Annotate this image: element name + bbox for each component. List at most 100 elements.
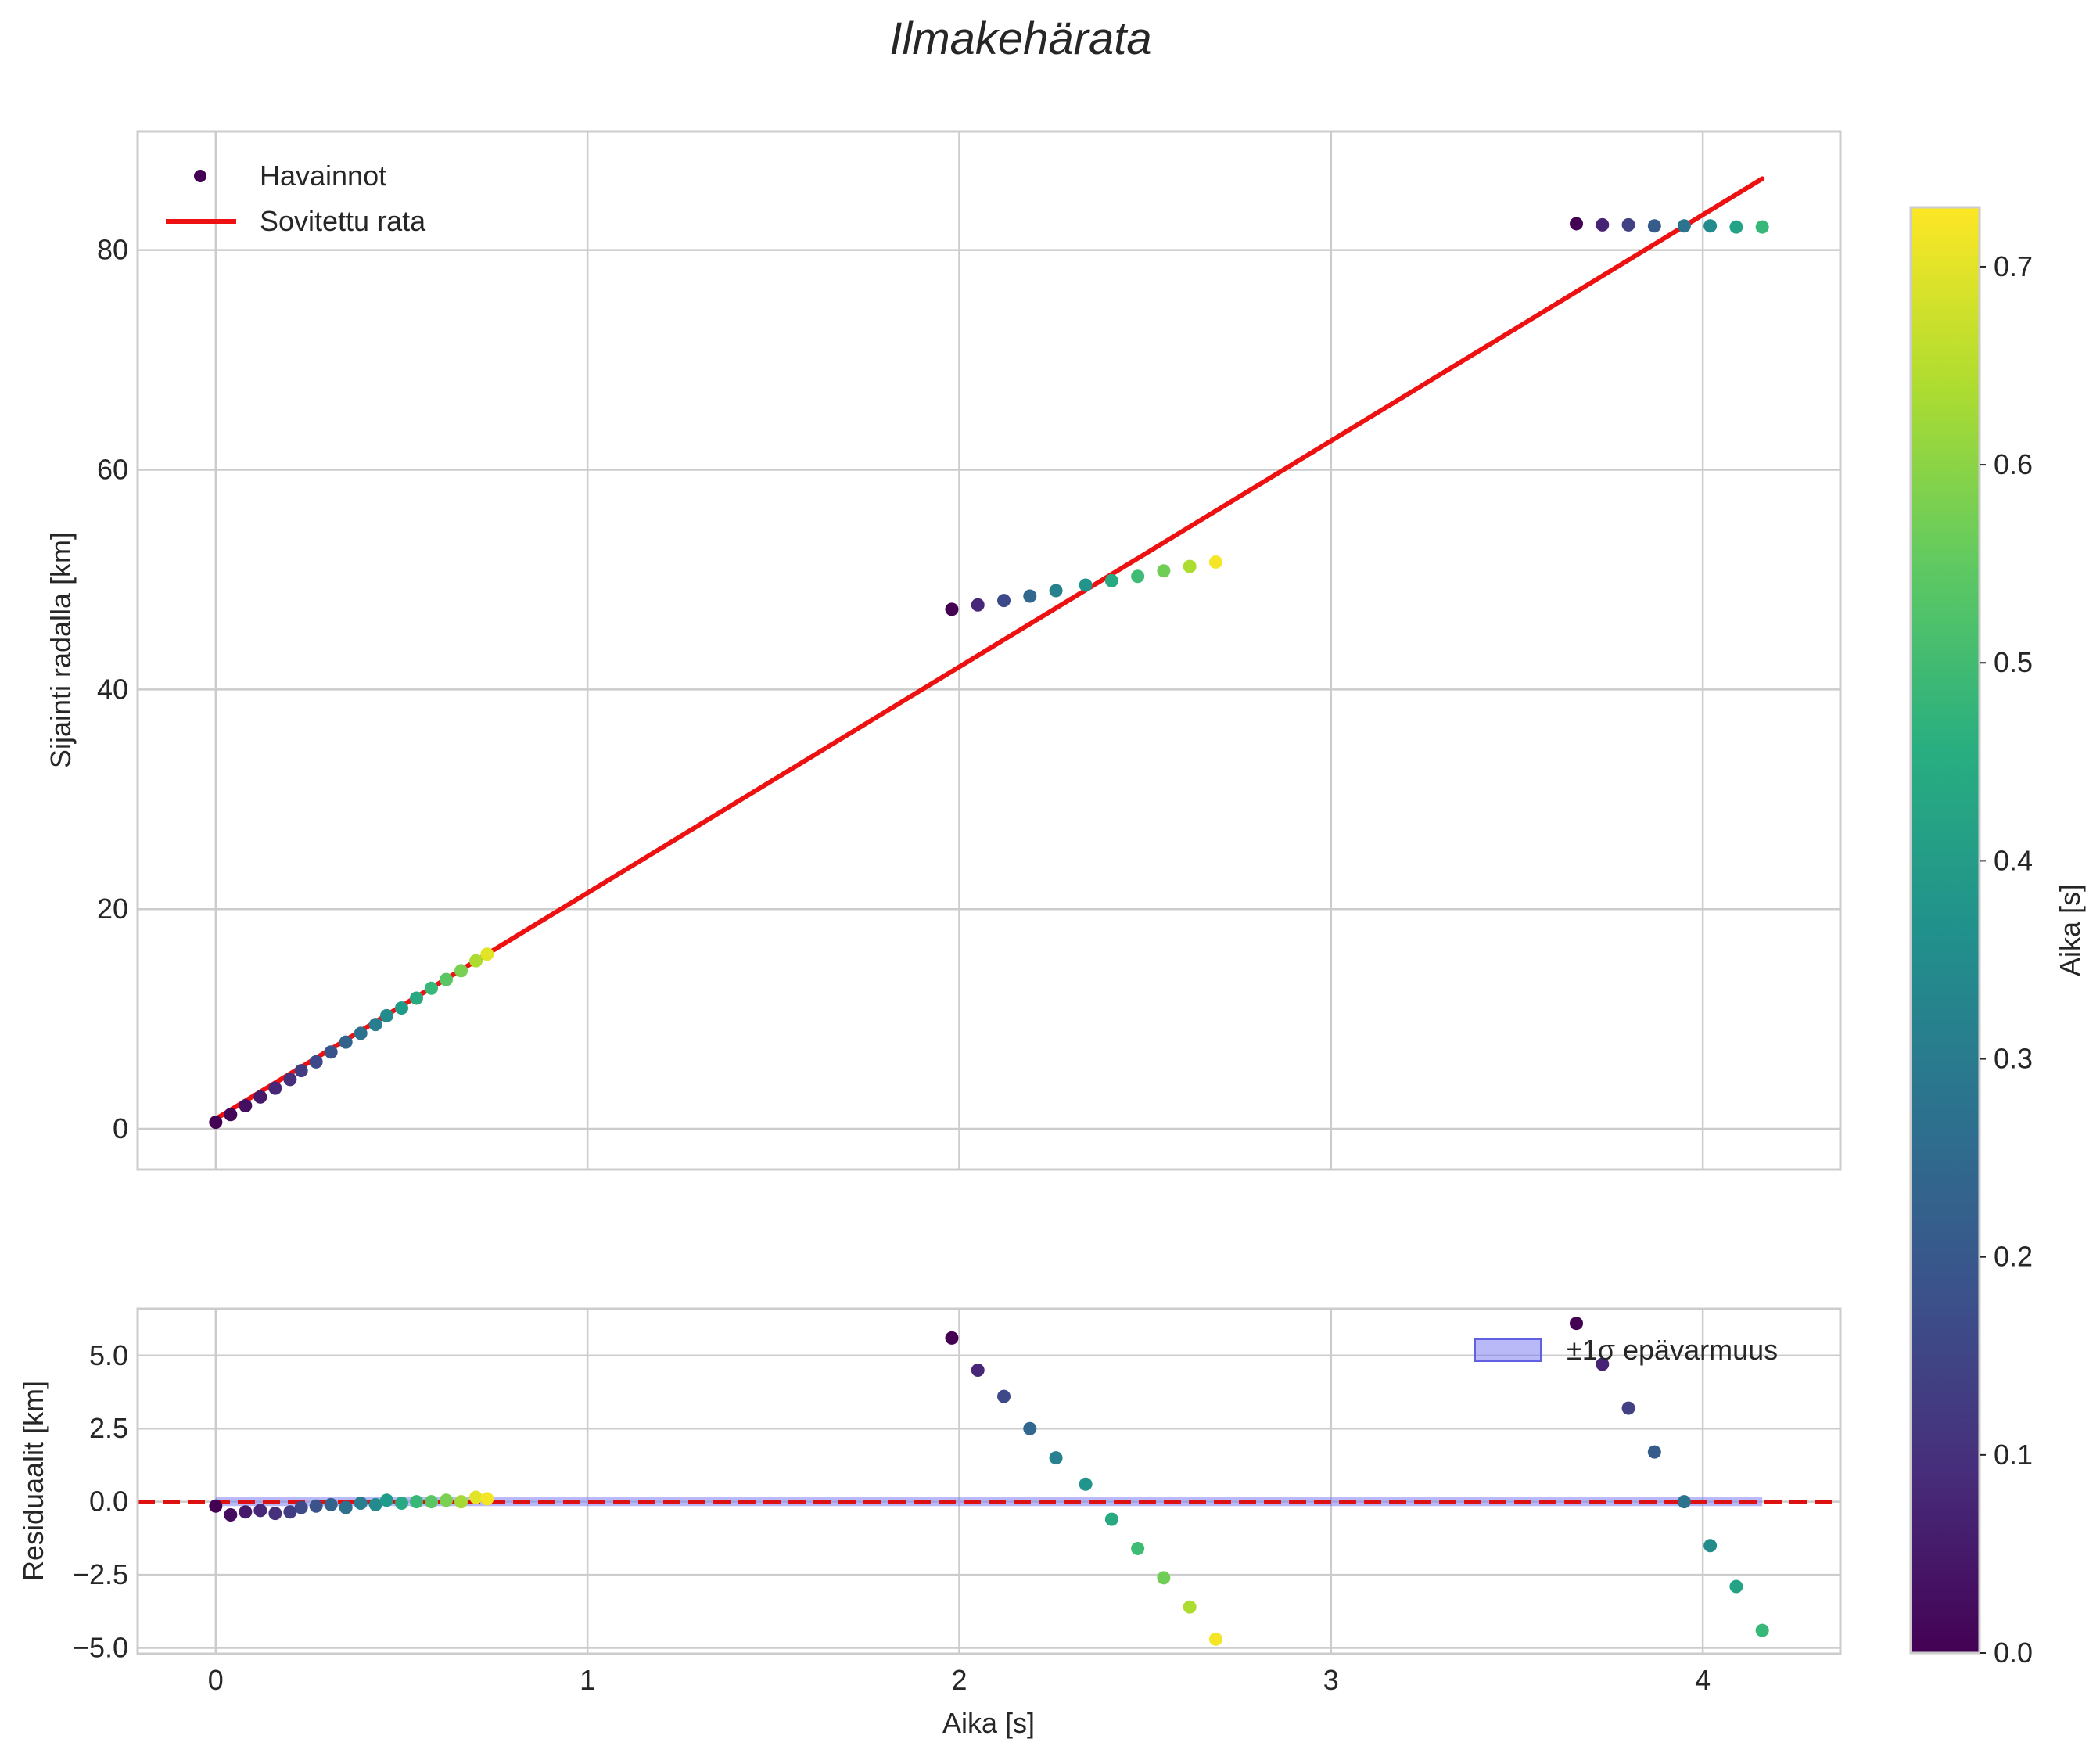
colorbar: 0.0 0.1 0.2 0.3 0.4 0.5 0.6 0.7 Aika [s]: [1909, 206, 2086, 1669]
residual-point: [454, 1495, 468, 1509]
residual-point: [1570, 1317, 1584, 1331]
observation-point: [224, 1108, 238, 1122]
observation-point: [425, 981, 439, 995]
colorbar-label: Aika [s]: [2054, 884, 2086, 976]
legend-band-swatch: [1474, 1338, 1542, 1362]
observation-point: [971, 598, 985, 612]
residual-point: [224, 1507, 238, 1522]
observation-point: [480, 947, 494, 961]
observation-point: [1755, 220, 1769, 234]
residual-y-tick-label: 2.5: [89, 1412, 128, 1444]
x-tick-label: 0: [208, 1664, 224, 1696]
main-y-tick-label: 40: [97, 673, 128, 705]
observation-point: [253, 1090, 267, 1104]
residual-point: [440, 1493, 454, 1507]
colorbar-tick-label: 0.0: [1994, 1637, 2033, 1669]
colorbar-ticks: 0.0 0.1 0.2 0.3 0.4 0.5 0.6 0.7: [1980, 250, 2033, 1669]
residual-point: [209, 1499, 223, 1513]
observation-point: [1131, 569, 1145, 584]
observation-point: [1183, 559, 1197, 573]
residual-point: [1647, 1445, 1661, 1459]
chart-title: Ilmakehärata: [889, 13, 1151, 64]
colorbar-tick-label: 0.1: [1994, 1439, 2033, 1471]
colorbar-gradient: [1909, 206, 1981, 1655]
residual-point: [971, 1363, 985, 1377]
colorbar-tick-label: 0.4: [1994, 844, 2033, 876]
residual-point: [469, 1490, 483, 1504]
residual-y-axis-label: Residuaalit [km]: [17, 1381, 49, 1581]
residual-point: [1131, 1541, 1145, 1555]
observation-point: [945, 602, 959, 616]
observation-point: [324, 1045, 338, 1059]
legend-fit-label: Sovitettu rata: [260, 205, 426, 237]
residual-point: [945, 1331, 959, 1345]
residual-point: [283, 1505, 297, 1519]
residual-point: [1157, 1571, 1171, 1585]
residual-point: [1104, 1512, 1118, 1526]
residual-point: [997, 1389, 1011, 1403]
observation-point: [1157, 564, 1171, 578]
residual-point: [368, 1497, 382, 1511]
residual-point: [379, 1493, 393, 1507]
observation-point: [454, 964, 468, 978]
legend-scatter-marker: [194, 170, 206, 182]
residual-frame: [136, 1307, 1842, 1655]
observation-point: [239, 1099, 253, 1113]
residual-y-tick-label: 0.0: [89, 1486, 128, 1518]
residual-legend: ±1σ epävarmuus: [1474, 1334, 1778, 1366]
observation-points: [209, 217, 1769, 1130]
observation-point: [1677, 219, 1691, 233]
residual-point: [253, 1504, 267, 1518]
main-y-tick-label: 60: [97, 454, 128, 486]
observation-point: [379, 1008, 393, 1022]
observation-point: [1023, 589, 1037, 603]
residual-point: [294, 1500, 308, 1514]
main-y-tick-label: 80: [97, 234, 128, 266]
x-tick-label: 2: [951, 1664, 967, 1696]
residual-point: [1729, 1579, 1743, 1594]
colorbar-tick-label: 0.3: [1994, 1043, 2033, 1075]
observation-point: [1621, 217, 1635, 232]
residual-panel: 5.0 2.5 0.0 −2.5 −5.0 Residuaalit [km] 0 1 2 3 4…: [17, 1307, 1842, 1739]
observation-point: [440, 972, 454, 986]
main-legend: Havainnot Sovitettu rata: [166, 160, 426, 237]
residual-point: [1677, 1495, 1691, 1509]
main-y-tick-label: 0: [113, 1112, 128, 1144]
observation-point: [394, 1001, 408, 1015]
observation-point: [1729, 220, 1743, 234]
main-panel: 0 20 40 60 80 Sijainti radalla [km] Havainno…: [45, 130, 1842, 1171]
observation-point: [1570, 217, 1584, 231]
observation-point: [309, 1055, 323, 1069]
residual-y-tick-label: 5.0: [89, 1339, 128, 1371]
residual-point: [1049, 1451, 1063, 1465]
main-y-tick-labels: 0 20 40 60 80: [97, 234, 128, 1144]
x-axis-label: Aika [s]: [942, 1707, 1035, 1739]
residual-point: [480, 1492, 494, 1506]
residual-y-tick-labels: 5.0 2.5 0.0 −2.5 −5.0: [73, 1339, 128, 1664]
residual-point: [268, 1507, 282, 1521]
observation-point: [997, 594, 1011, 608]
observation-point: [1049, 584, 1063, 598]
legend-band-label: ±1σ epävarmuus: [1567, 1334, 1778, 1366]
residual-plot-area: [138, 1309, 1840, 1654]
residual-points: [209, 1317, 1769, 1646]
x-tick-label: 3: [1323, 1664, 1339, 1696]
residual-point: [309, 1499, 323, 1513]
observation-point: [209, 1116, 223, 1130]
observation-point: [294, 1064, 308, 1078]
residual-point: [1755, 1623, 1769, 1637]
observation-point: [469, 954, 483, 968]
residual-point: [1596, 1357, 1610, 1371]
main-y-axis-label: Sijainti radalla [km]: [45, 532, 77, 768]
observation-point: [354, 1026, 368, 1040]
x-tick-label: 4: [1695, 1664, 1711, 1696]
legend-scatter-label: Havainnot: [260, 160, 386, 192]
observation-point: [1596, 217, 1610, 232]
colorbar-tick-label: 0.6: [1994, 448, 2033, 480]
x-tick-labels: 0 1 2 3 4: [208, 1664, 1711, 1696]
colorbar-tick-label: 0.5: [1994, 646, 2033, 678]
main-y-tick-label: 20: [97, 893, 128, 925]
residual-point: [1079, 1477, 1093, 1491]
observation-point: [283, 1073, 297, 1087]
